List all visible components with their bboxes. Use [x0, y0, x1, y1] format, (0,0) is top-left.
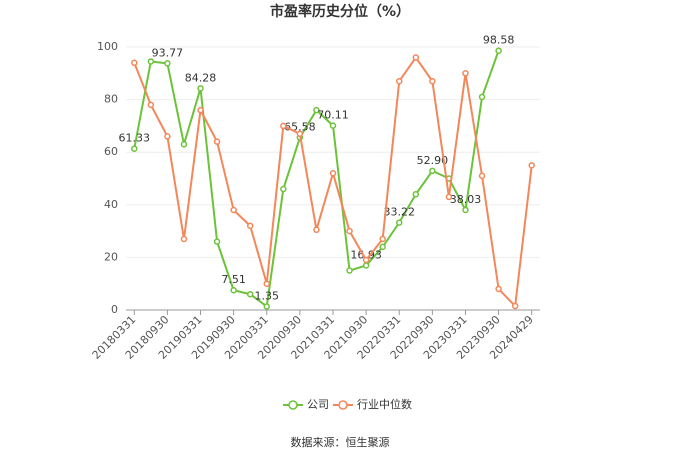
data-label: 84.28 [185, 71, 217, 84]
point [379, 235, 386, 243]
point [164, 133, 171, 140]
point [213, 138, 221, 145]
series-line [133, 50, 500, 309]
point [131, 145, 138, 152]
point [131, 59, 138, 67]
point [313, 226, 320, 234]
point [346, 267, 353, 274]
y-tick-label: 100 [97, 40, 118, 53]
point [412, 191, 420, 198]
point [280, 185, 287, 193]
point [495, 285, 502, 293]
point [462, 70, 469, 77]
y-tick-label: 40 [104, 198, 118, 211]
point [263, 280, 271, 287]
y-tick-label: 60 [104, 145, 118, 158]
point [362, 262, 370, 269]
point [164, 60, 171, 67]
point [495, 47, 502, 54]
series-line [133, 55, 533, 309]
point [230, 206, 237, 214]
point [395, 77, 403, 85]
data-label: 61.33 [119, 132, 151, 145]
point [147, 101, 155, 109]
point [412, 54, 420, 61]
point [313, 106, 320, 114]
point [478, 172, 486, 180]
point [445, 193, 453, 201]
legend-label: 公司 [307, 398, 329, 411]
point [180, 141, 188, 148]
point [511, 302, 519, 310]
point [197, 106, 204, 114]
point [296, 130, 304, 138]
data-label: 98.58 [483, 34, 515, 47]
data-label: 1.35 [255, 289, 280, 302]
point [213, 238, 221, 245]
data-label: 16.93 [350, 248, 382, 261]
point [246, 222, 254, 230]
point [329, 169, 337, 177]
point [246, 290, 254, 298]
y-tick-label: 80 [104, 93, 118, 106]
point [395, 219, 403, 226]
data-label: 33.22 [383, 206, 415, 219]
point [462, 206, 469, 214]
point [230, 286, 237, 294]
chart-title: 市盈率历史分位（%） [270, 3, 410, 20]
point [263, 303, 271, 310]
data-label: 52.90 [417, 154, 449, 167]
point [528, 162, 535, 169]
legend-label: 行业中位数 [357, 397, 412, 411]
point [329, 122, 337, 129]
data-label: 70.11 [317, 109, 349, 122]
point [429, 77, 436, 85]
source: 数据来源：恒生聚源 [291, 435, 390, 449]
legend-marker [288, 400, 298, 410]
point [346, 227, 353, 235]
data-label: 7.51 [221, 273, 246, 286]
point [180, 235, 188, 243]
y-tick-label: 0 [111, 303, 118, 316]
point [280, 122, 287, 130]
point [379, 243, 386, 251]
point [429, 167, 436, 175]
y-tick-label: 20 [104, 250, 118, 263]
point [147, 58, 155, 65]
legend-marker [338, 400, 348, 410]
point [478, 93, 486, 101]
data-label: 38.03 [450, 193, 482, 206]
point [362, 256, 370, 264]
data-label: 93.77 [152, 46, 184, 59]
point [197, 85, 204, 92]
